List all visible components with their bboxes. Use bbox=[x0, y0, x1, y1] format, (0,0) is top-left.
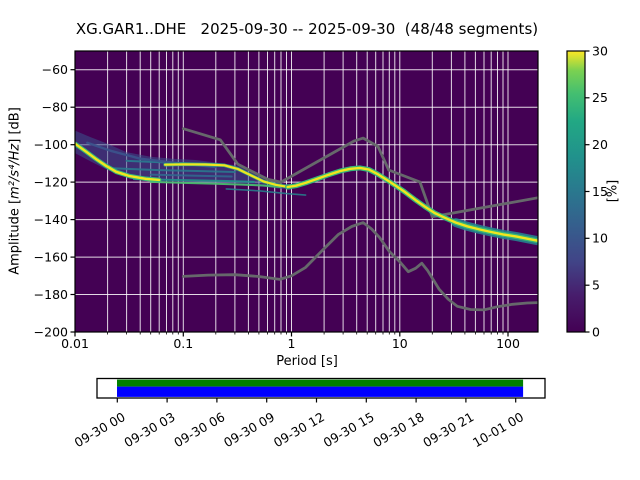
colorbar bbox=[567, 51, 585, 332]
y-tick-label: −140 bbox=[34, 212, 68, 227]
y-tick-label: −120 bbox=[34, 174, 68, 189]
psd-ridge-main bbox=[286, 166, 538, 242]
y-axis-label-units: m²/s⁴/Hz bbox=[7, 143, 23, 199]
y-tick-label: −60 bbox=[42, 62, 68, 77]
timeline-tick-label: 09-30 18 bbox=[370, 409, 426, 450]
colorbar-tick-label: 15 bbox=[592, 184, 608, 199]
colorbar-tick-label: 25 bbox=[592, 90, 608, 105]
axes-frame bbox=[74, 50, 539, 333]
colorbar-tick-label: 5 bbox=[592, 278, 600, 293]
colorbar-tick-label: 10 bbox=[592, 231, 608, 246]
timeline-tick-label: 09-30 03 bbox=[121, 409, 177, 450]
timeline-data-coverage bbox=[117, 379, 524, 387]
psd-ridge-start bbox=[75, 142, 161, 182]
timeline-tick-label: 09-30 12 bbox=[271, 409, 327, 450]
timeline-tick-label: 10-01 00 bbox=[470, 409, 526, 450]
timeline-tick-label: 09-30 06 bbox=[171, 409, 227, 450]
timeline-tick-label: 09-30 00 bbox=[72, 409, 128, 450]
timeline-psd-coverage bbox=[117, 386, 524, 397]
x-tick-label: 0.1 bbox=[173, 336, 193, 351]
x-tick-label: 0.01 bbox=[61, 336, 89, 351]
colorbar-tick-label: 20 bbox=[592, 137, 608, 152]
y-tick-label: −200 bbox=[34, 324, 68, 339]
y-tick-label: −80 bbox=[42, 100, 68, 115]
grid bbox=[74, 51, 538, 332]
colorbar-label: [%] bbox=[605, 179, 621, 203]
timeline-tick-label: 09-30 21 bbox=[420, 409, 476, 450]
y-axis-ticks bbox=[70, 69, 75, 333]
timeline-tick-label: 09-30 09 bbox=[221, 409, 277, 450]
x-axis-label: Period [s] bbox=[276, 354, 338, 369]
y-tick-label: −160 bbox=[34, 249, 68, 264]
psd-streak bbox=[225, 188, 307, 196]
nlnm-line bbox=[181, 221, 538, 312]
colorbar-tick-label: 0 bbox=[592, 324, 600, 339]
x-tick-label: 1 bbox=[288, 336, 296, 351]
y-axis-label-prefix: Amplitude [ bbox=[7, 198, 23, 275]
y-axis-label: Amplitude [m²/s⁴/Hz] [dB] bbox=[8, 107, 23, 275]
x-tick-label: 100 bbox=[496, 336, 520, 351]
plot-background bbox=[75, 51, 538, 332]
y-tick-label: −100 bbox=[34, 137, 68, 152]
nhnm-line bbox=[181, 127, 538, 219]
y-axis-label-suffix: ] [dB] bbox=[7, 107, 23, 144]
colorbar-tick-label: 30 bbox=[592, 43, 608, 58]
psd-streak bbox=[111, 167, 236, 173]
x-axis-ticks bbox=[74, 332, 509, 337]
psd-bottom-edge bbox=[149, 180, 281, 188]
psd-ridge-flat bbox=[164, 163, 289, 188]
timeline-tick-label: 09-30 15 bbox=[321, 409, 377, 450]
x-tick-label: 10 bbox=[392, 336, 408, 351]
psd-streak bbox=[149, 173, 233, 178]
plot-title: XG.GAR1..DHE 2025-09-30 -- 2025-09-30 (4… bbox=[75, 20, 539, 38]
y-tick-label: −180 bbox=[34, 287, 68, 302]
histogram-layer bbox=[75, 127, 538, 312]
